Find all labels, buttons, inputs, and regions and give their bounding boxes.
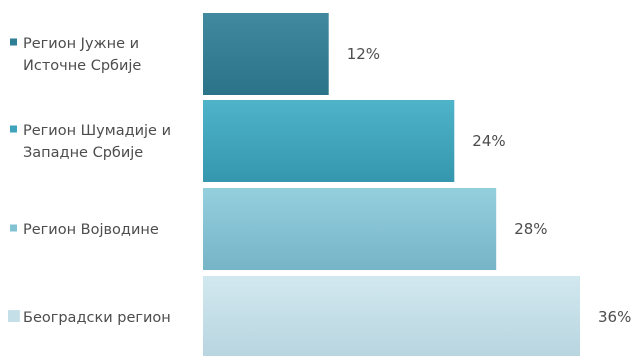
legend-swatch-1: [10, 125, 17, 133]
labels-layer: 12% Регион Јужне и Источне Србије 24% Регион…: [8, 36, 631, 326]
category-label-2: Регион Војводине: [23, 222, 159, 238]
category-label-0-line-0: Регион Јужне и: [23, 36, 139, 52]
bar-0: [203, 13, 329, 95]
category-label-3: Београдски регион: [23, 310, 171, 326]
category-label-1-line-1: Западне Србије: [23, 145, 143, 161]
value-label-3: 36%: [598, 308, 631, 326]
category-label-0-line-1: Источне Србије: [23, 58, 141, 74]
category-label-3-line-0: Београдски регион: [23, 310, 171, 326]
legend-swatch-3: [8, 310, 20, 322]
bar-3: [203, 276, 580, 356]
legend-swatch-2: [10, 224, 17, 232]
category-label-1: Регион Шумадије и Западне Србије: [23, 123, 171, 161]
legend-swatch-0: [10, 38, 17, 46]
value-label-0: 12%: [347, 45, 380, 63]
bar-1: [203, 100, 455, 182]
bar-2: [203, 188, 497, 270]
category-label-1-line-0: Регион Шумадије и: [23, 123, 171, 139]
bars-layer: [203, 13, 580, 356]
category-label-0: Регион Јужне и Источне Србије: [23, 36, 141, 74]
value-label-1: 24%: [472, 132, 505, 150]
category-label-2-line-0: Регион Војводине: [23, 222, 159, 238]
value-label-2: 28%: [514, 220, 547, 238]
